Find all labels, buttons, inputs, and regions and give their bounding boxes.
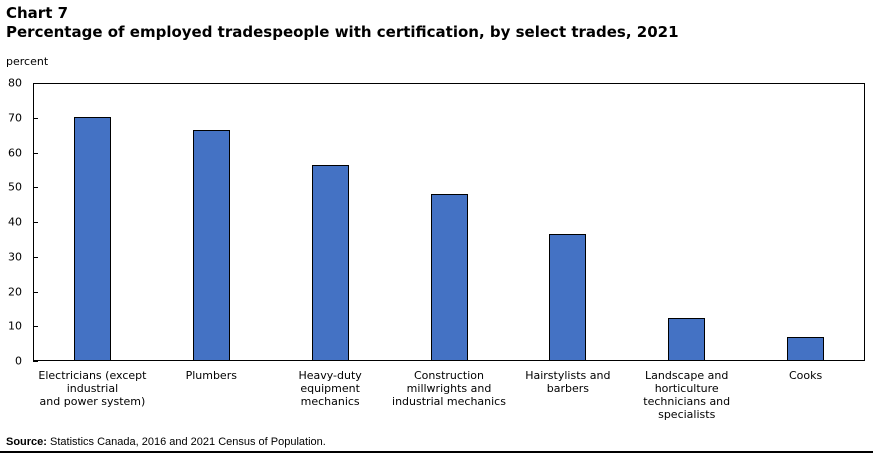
x-tick-label: Construction millwrights and industrial … — [392, 369, 506, 408]
y-tick-label: 80 — [8, 76, 22, 90]
y-axis-label: percent — [6, 55, 49, 68]
x-tick-label: Cooks — [788, 369, 823, 382]
bar — [549, 234, 587, 361]
bar — [787, 337, 825, 361]
bar — [311, 165, 349, 361]
y-tick-label: 10 — [8, 319, 22, 333]
chart-header: Chart 7 Percentage of employed tradespeo… — [6, 4, 679, 42]
x-tick-label: Heavy-duty equipment mechanics — [298, 369, 362, 408]
y-tick-mark — [33, 291, 38, 293]
y-tick-mark — [33, 117, 38, 119]
y-tick-label: 20 — [8, 285, 22, 298]
x-tick-label: Landscape and horticulture technicians a… — [643, 369, 731, 421]
x-tick-label: Plumbers — [185, 369, 237, 382]
y-tick-label: 70 — [8, 111, 22, 125]
y-tick-mark — [33, 152, 38, 154]
y-tick-mark — [33, 361, 38, 362]
chart-title: Percentage of employed tradespeople with… — [6, 23, 679, 41]
y-tick-mark — [33, 256, 38, 258]
bottom-rule — [0, 451, 873, 453]
bar — [73, 117, 111, 361]
y-tick-label: 60 — [8, 146, 22, 159]
source-label: Source: — [6, 436, 47, 448]
y-tick-label: 30 — [8, 250, 22, 264]
y-tick-label: 50 — [8, 180, 22, 194]
y-tick-mark — [33, 222, 38, 223]
y-tick-label: 40 — [8, 215, 22, 229]
y-tick-label: 0 — [15, 354, 22, 368]
bar — [430, 193, 468, 361]
source-text: Statistics Canada, 2016 and 2021 Census … — [46, 436, 326, 448]
y-tick-mark — [33, 326, 38, 328]
bar — [192, 129, 230, 361]
x-tick-label: Electricians (except industrial and powe… — [38, 369, 147, 408]
y-tick-mark — [33, 187, 38, 189]
bar — [668, 318, 706, 361]
x-tick-label: Hairstylists and barbers — [525, 369, 611, 395]
chart-number: Chart 7 — [6, 4, 69, 22]
source-note: Source: Statistics Canada, 2016 and 2021… — [6, 436, 326, 448]
